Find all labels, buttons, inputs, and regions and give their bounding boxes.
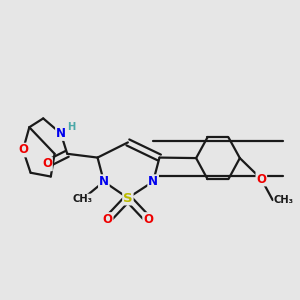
Text: N: N <box>99 175 109 188</box>
Text: O: O <box>103 213 113 226</box>
Text: N: N <box>56 127 66 140</box>
Text: O: O <box>42 158 52 170</box>
Text: CH₃: CH₃ <box>274 195 294 205</box>
Text: O: O <box>143 213 153 226</box>
Text: O: O <box>256 172 266 186</box>
Text: CH₃: CH₃ <box>72 194 92 204</box>
Text: N: N <box>148 175 158 188</box>
Text: S: S <box>123 191 133 205</box>
Text: H: H <box>68 122 76 132</box>
Text: O: O <box>18 143 28 157</box>
